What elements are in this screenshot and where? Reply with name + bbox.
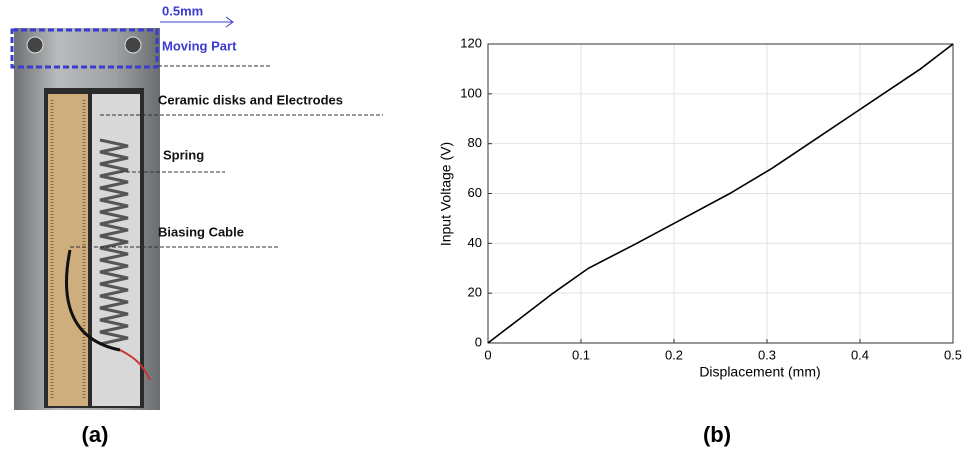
screw [26,36,44,54]
y-tick-label: 80 [468,135,482,150]
panel-label: (a) [82,422,109,447]
ceramic-label: Ceramic disks and Electrodes [158,92,343,107]
line [487,43,954,344]
wire [119,349,151,381]
y-tick-label: 0 [475,334,482,349]
ceramic-stack [48,94,88,406]
y-tick-label: 120 [460,35,482,50]
electrodes [50,100,86,400]
y-tick-label: 20 [468,285,482,300]
x-tick-label: 0.5 [944,347,962,362]
cable-label: Biasing Cable [158,224,244,239]
moving-part-box [10,28,159,69]
panel-label: (b) [703,422,731,447]
x-tick-label: 0.2 [665,347,683,362]
x-tick-label: 0.4 [851,347,869,362]
y-axis-label: Input Voltage (V) [438,142,454,246]
y-tick-label: 100 [460,85,482,100]
cable [65,249,121,352]
scale-label: 0.5mm [162,3,203,18]
y-tick-label: 40 [468,235,482,250]
x-tick-label: 0.3 [758,347,776,362]
y-tick-label: 60 [468,185,482,200]
plot-frame [487,43,954,344]
spring-coil [99,138,129,346]
moving-part-label: Moving Part [162,38,237,53]
arrow-head [225,16,234,28]
x-tick-label: 0 [484,347,491,362]
x-axis-label: Displacement (mm) [699,364,820,380]
screw [124,36,142,54]
spring-label: Spring [163,147,204,162]
x-tick-label: 0.1 [572,347,590,362]
photo: 0.5mm Moving Part Ceramic disks and Elec… [10,3,383,410]
